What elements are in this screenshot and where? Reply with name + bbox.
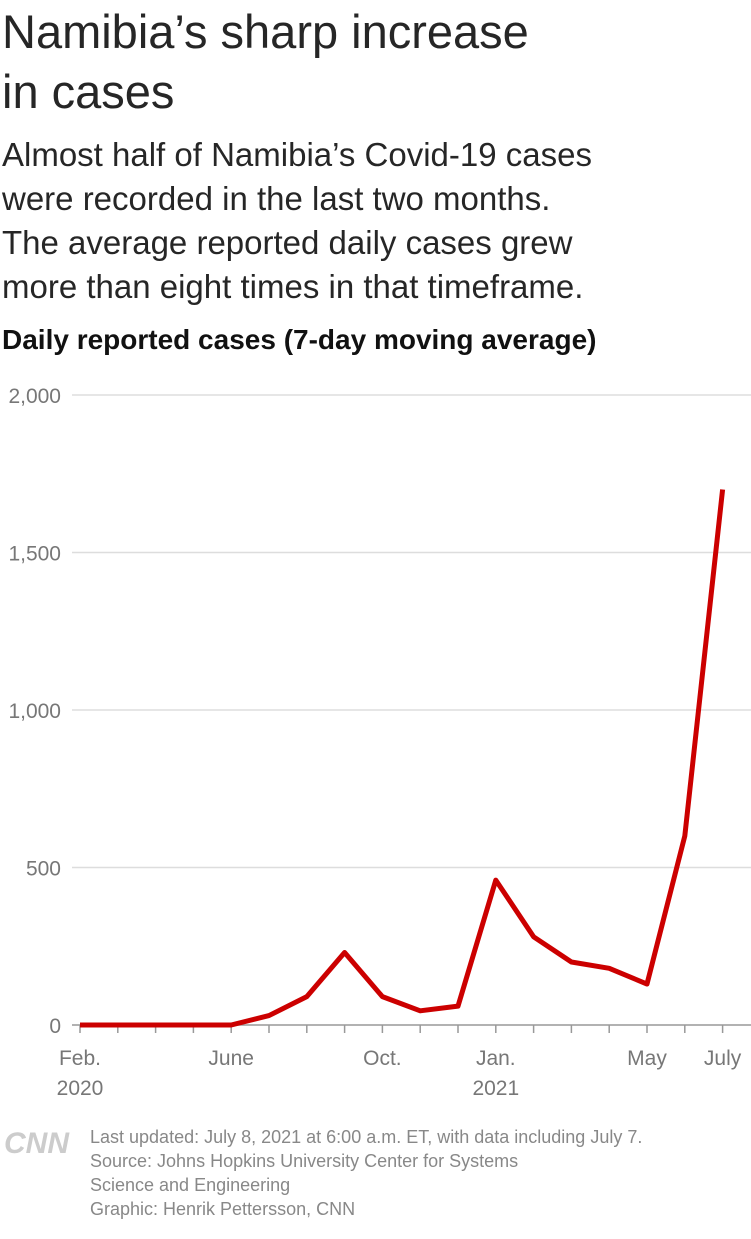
footer-line: Last updated: July 8, 2021 at 6:00 a.m. … — [90, 1127, 642, 1147]
x-tick-label: May — [627, 1047, 667, 1070]
subtitle-line: Almost half of Namibia’s Covid-19 cases — [2, 136, 592, 173]
subtitle-line: were recorded in the last two months. — [1, 180, 550, 217]
logo: CNN — [4, 1127, 70, 1160]
x-year-label: 2020 — [57, 1077, 104, 1100]
x-tick-label: Jan. — [476, 1047, 516, 1070]
footer-line: Source: Johns Hopkins University Center … — [90, 1151, 518, 1171]
footer-line: Graphic: Henrik Pettersson, CNN — [90, 1199, 355, 1219]
y-tick-label: 1,000 — [8, 700, 61, 723]
x-tick-label: June — [208, 1047, 254, 1070]
x-tick-label: July — [704, 1047, 742, 1070]
title-line: Namibia’s sharp increase — [2, 5, 529, 58]
data-line — [80, 489, 726, 1028]
footer-line: Science and Engineering — [90, 1175, 290, 1195]
subtitle-line: The average reported daily cases grew — [2, 224, 573, 261]
y-axis-label: Daily reported cases (7-day moving avera… — [2, 324, 596, 355]
title-line: in cases — [2, 65, 174, 118]
y-tick-label: 0 — [49, 1015, 61, 1038]
y-tick-label: 2,000 — [8, 385, 61, 408]
subtitle-line: more than eight times in that timeframe. — [2, 268, 583, 305]
y-tick-label: 500 — [26, 858, 61, 881]
x-tick-label: Oct. — [363, 1047, 402, 1070]
x-year-label: 2021 — [472, 1077, 519, 1100]
x-tick-label: Feb. — [59, 1047, 101, 1070]
y-tick-label: 1,500 — [8, 543, 61, 566]
